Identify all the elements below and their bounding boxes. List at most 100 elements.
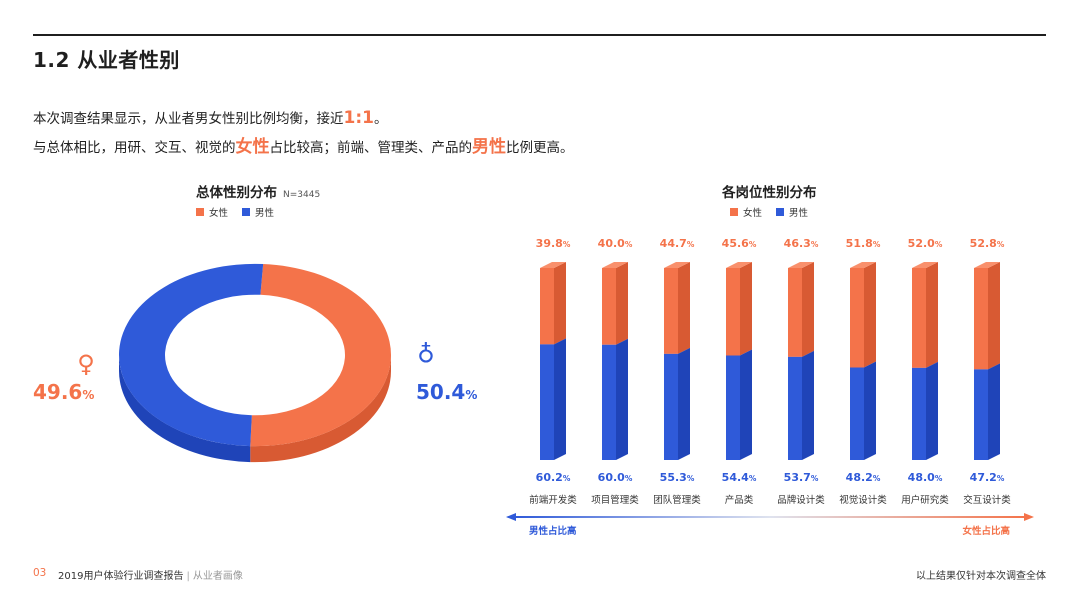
top-rule bbox=[33, 34, 1046, 36]
percent-unit: % bbox=[997, 474, 1005, 483]
male-percent: 50.4% bbox=[416, 380, 477, 404]
percent-unit: % bbox=[687, 240, 695, 249]
bar-male-label: 53.7% bbox=[784, 471, 819, 484]
bar-male-label: 48.2% bbox=[846, 471, 881, 484]
percent-unit: % bbox=[749, 240, 757, 249]
bar-female-label: 52.8% bbox=[970, 237, 1005, 250]
bar-male-front bbox=[850, 367, 864, 460]
bar-female-side bbox=[740, 262, 752, 356]
category-label: 产品类 bbox=[725, 494, 754, 506]
intro-line-2: 与总体相比，用研、交互、视觉的女性占比较高；前端、管理类、产品的男性比例更高。 bbox=[33, 132, 574, 157]
bar-female-label: 52.0% bbox=[908, 237, 943, 250]
donut-label-male: ♀ 50.4% bbox=[416, 339, 477, 404]
percent-unit: % bbox=[563, 474, 571, 483]
category-label: 项目管理类 bbox=[591, 494, 639, 506]
bar-male-side bbox=[554, 338, 566, 460]
bar-female-side bbox=[678, 262, 690, 354]
bar-female-label: 40.0% bbox=[598, 237, 633, 250]
page-title: 1.2 从业者性别 bbox=[33, 48, 180, 72]
legend-male-label: 男性 bbox=[255, 208, 275, 219]
arrow-right-head-icon bbox=[1024, 513, 1034, 521]
male-highlight: 男性 bbox=[472, 137, 506, 157]
bar-male-label: 55.3% bbox=[660, 471, 695, 484]
bar-male-front bbox=[974, 369, 988, 460]
report-title: 2019用户体验行业调查报告 bbox=[58, 571, 184, 582]
percent-unit: % bbox=[811, 474, 819, 483]
bar-female-side bbox=[616, 262, 628, 345]
legend-male-label: 男性 bbox=[789, 208, 809, 219]
bar-female-front bbox=[850, 268, 864, 368]
bar-female-label: 51.8% bbox=[846, 237, 881, 250]
bar-group: 44.7% 55.3% 团队管理类 bbox=[653, 237, 701, 506]
intro-line-1: 本次调查结果显示，从业者男女性别比例均衡，接近1:1。 bbox=[33, 107, 387, 128]
percent-unit: % bbox=[465, 388, 477, 402]
intro-text: 占比较高；前端、管理类、产品的 bbox=[269, 140, 473, 156]
footer-separator: | bbox=[186, 571, 190, 582]
donut-side-male bbox=[119, 355, 251, 463]
bar-top-cap bbox=[540, 262, 566, 268]
legend-male-swatch bbox=[776, 208, 785, 216]
report-name: 2019用户体验行业调查报告 | 从业者画像 bbox=[58, 567, 243, 582]
bar-top-cap bbox=[726, 262, 752, 268]
bar-male-side bbox=[740, 349, 752, 460]
bar-male-label: 54.4% bbox=[722, 471, 757, 484]
page-number: 03 bbox=[33, 567, 47, 579]
bar-male-front bbox=[540, 344, 554, 460]
arrow-label-male: 男性占比高 bbox=[529, 525, 577, 537]
overall-chart-title: 总体性别分布 N=3445 bbox=[196, 181, 320, 201]
role-bar-chart: 39.8% 60.2% 前端开发类 40.0% 60.0% 项目管理类 44.7% 55.3%… bbox=[506, 237, 1034, 537]
percent-unit: % bbox=[687, 474, 695, 483]
female-symbol-icon: ♀ bbox=[77, 350, 95, 378]
bar-male-side bbox=[616, 338, 628, 460]
bar-male-label: 47.2% bbox=[970, 471, 1005, 484]
percent-unit: % bbox=[935, 474, 943, 483]
bar-male-side bbox=[926, 361, 938, 460]
overall-donut: ♀49.6%♀50.4% bbox=[33, 263, 477, 463]
arrow-line bbox=[514, 516, 1026, 518]
bar-group: 46.3% 53.7% 品牌设计类 bbox=[777, 237, 825, 506]
donut-slice-male bbox=[118, 263, 264, 447]
arrow-left-head-icon bbox=[506, 513, 516, 521]
male-symbol-icon: ♀ bbox=[417, 339, 435, 367]
bar-top-cap bbox=[664, 262, 690, 268]
bar-female-front bbox=[602, 268, 616, 345]
bar-top-cap bbox=[974, 262, 1000, 268]
percent-unit: % bbox=[873, 474, 881, 483]
percent-unit: % bbox=[625, 474, 633, 483]
legend-female-swatch bbox=[730, 208, 738, 216]
bar-group: 45.6% 54.4% 产品类 bbox=[722, 237, 757, 506]
overall-chart-title-text: 总体性别分布 bbox=[196, 185, 277, 201]
intro-text: 与总体相比，用研、交互、视觉的 bbox=[33, 140, 236, 156]
legend-male-swatch bbox=[242, 208, 251, 216]
category-label: 前端开发类 bbox=[529, 494, 577, 506]
bar-male-front bbox=[602, 344, 616, 460]
category-label: 用户研究类 bbox=[901, 494, 949, 506]
category-label: 品牌设计类 bbox=[777, 494, 825, 506]
bar-male-side bbox=[988, 363, 1000, 460]
legend-male: 男性 bbox=[242, 205, 274, 219]
female-percent: 49.6% bbox=[33, 380, 94, 404]
female-highlight: 女性 bbox=[235, 137, 270, 157]
legend-male: 男性 bbox=[776, 205, 808, 219]
bar-female-label: 39.8% bbox=[536, 237, 571, 250]
bar-group: 40.0% 60.0% 项目管理类 bbox=[591, 237, 639, 506]
percent-unit: % bbox=[82, 388, 94, 402]
bar-male-side bbox=[864, 361, 876, 460]
percent-unit: % bbox=[811, 240, 819, 249]
overall-legend: 女性 男性 bbox=[196, 205, 288, 219]
bar-female-side bbox=[802, 262, 814, 357]
donut-label-female: ♀49.6% bbox=[33, 350, 95, 404]
bar-female-front bbox=[974, 268, 988, 370]
bar-female-label: 46.3% bbox=[784, 237, 819, 250]
bar-female-front bbox=[726, 268, 740, 356]
bar-female-label: 45.6% bbox=[722, 237, 757, 250]
bar-male-front bbox=[912, 367, 926, 460]
bar-top-cap bbox=[788, 262, 814, 268]
bar-top-cap bbox=[912, 262, 938, 268]
bar-female-side bbox=[926, 262, 938, 368]
arrow-label-female: 女性占比高 bbox=[962, 525, 1010, 537]
section-name: 从业者画像 bbox=[192, 571, 243, 582]
ratio-highlight: 1:1 bbox=[343, 108, 374, 128]
bar-male-label: 48.0% bbox=[908, 471, 943, 484]
